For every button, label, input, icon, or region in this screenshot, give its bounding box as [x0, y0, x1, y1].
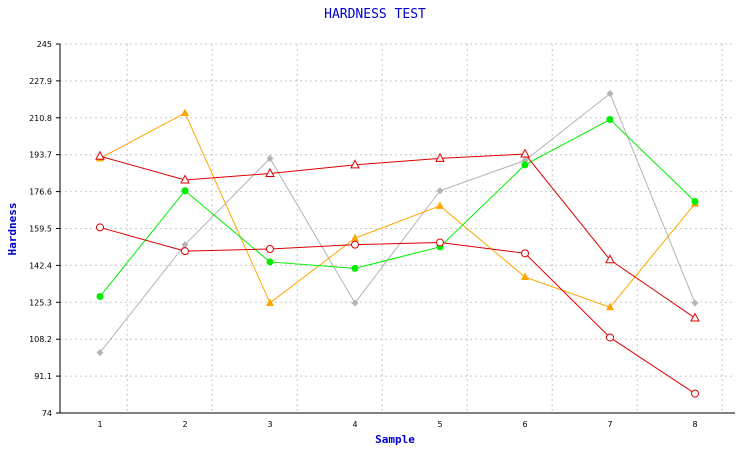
- y-tick-label: 74: [42, 409, 52, 418]
- y-tick-label: 108.2: [29, 335, 52, 344]
- data-point: [521, 161, 529, 169]
- series-1: [96, 90, 699, 357]
- y-tick-label: 142.4: [29, 261, 52, 270]
- data-point: [606, 333, 614, 342]
- tick-labels: 7491.1108.2125.3142.4159.5176.6193.7210.…: [29, 40, 697, 429]
- y-axis-label: Hardness: [6, 203, 19, 256]
- data-point: [181, 247, 189, 256]
- x-tick-label: 2: [182, 420, 187, 429]
- series-line: [99, 153, 696, 319]
- y-tick-label: 125.3: [29, 298, 52, 307]
- data-point: [181, 241, 189, 249]
- data-point: [266, 154, 274, 162]
- y-tick-label: 176.6: [29, 188, 52, 197]
- y-tick-label: 227.9: [29, 77, 52, 86]
- data-point: [181, 108, 189, 117]
- data-point: [351, 299, 359, 307]
- axes: [56, 43, 735, 414]
- y-tick-label: 210.8: [29, 114, 52, 123]
- data-point: [350, 159, 360, 169]
- data-point: [351, 264, 359, 272]
- series-line: [99, 92, 696, 353]
- data-point: [436, 201, 444, 209]
- series-group: [95, 90, 700, 398]
- data-point: [265, 167, 275, 177]
- data-point: [606, 116, 614, 124]
- x-tick-label: 1: [97, 420, 102, 429]
- data-point: [606, 90, 614, 98]
- data-point: [520, 148, 530, 158]
- y-tick-label: 245: [37, 40, 52, 49]
- x-tick-label: 4: [352, 420, 357, 429]
- x-tick-label: 8: [692, 420, 697, 429]
- data-point: [96, 223, 104, 232]
- x-tick-label: 3: [267, 420, 272, 429]
- data-point: [96, 349, 104, 357]
- series-2: [96, 108, 699, 311]
- series-line: [99, 112, 696, 308]
- series-3: [96, 116, 699, 300]
- y-tick-label: 159.5: [29, 225, 52, 234]
- data-point: [95, 150, 105, 160]
- data-point: [691, 389, 699, 398]
- data-point: [691, 299, 699, 307]
- y-tick-label: 91.1: [34, 372, 52, 381]
- data-point: [436, 238, 444, 247]
- series-5: [96, 223, 699, 398]
- x-tick-label: 5: [437, 420, 442, 429]
- grid: [60, 43, 735, 413]
- data-point: [605, 254, 615, 264]
- data-point: [351, 233, 359, 242]
- chart-title: HARDNESS TEST: [324, 7, 426, 22]
- y-tick-label: 193.7: [29, 151, 52, 160]
- x-tick-label: 7: [607, 420, 612, 429]
- series-line: [99, 226, 696, 394]
- x-axis-label: Sample: [375, 433, 415, 446]
- series-line: [99, 118, 696, 297]
- data-point: [181, 187, 189, 195]
- data-point: [436, 187, 444, 195]
- x-tick-label: 6: [522, 420, 527, 429]
- data-point: [521, 272, 529, 281]
- data-point: [266, 298, 274, 306]
- data-point: [96, 292, 104, 300]
- data-point: [521, 249, 529, 258]
- data-point: [351, 240, 359, 249]
- data-point: [690, 312, 700, 322]
- data-point: [266, 258, 274, 266]
- data-point: [691, 198, 699, 206]
- data-point: [435, 152, 445, 162]
- data-point: [606, 302, 614, 311]
- series-4: [95, 148, 700, 322]
- data-point: [180, 174, 190, 184]
- data-point: [266, 245, 274, 253]
